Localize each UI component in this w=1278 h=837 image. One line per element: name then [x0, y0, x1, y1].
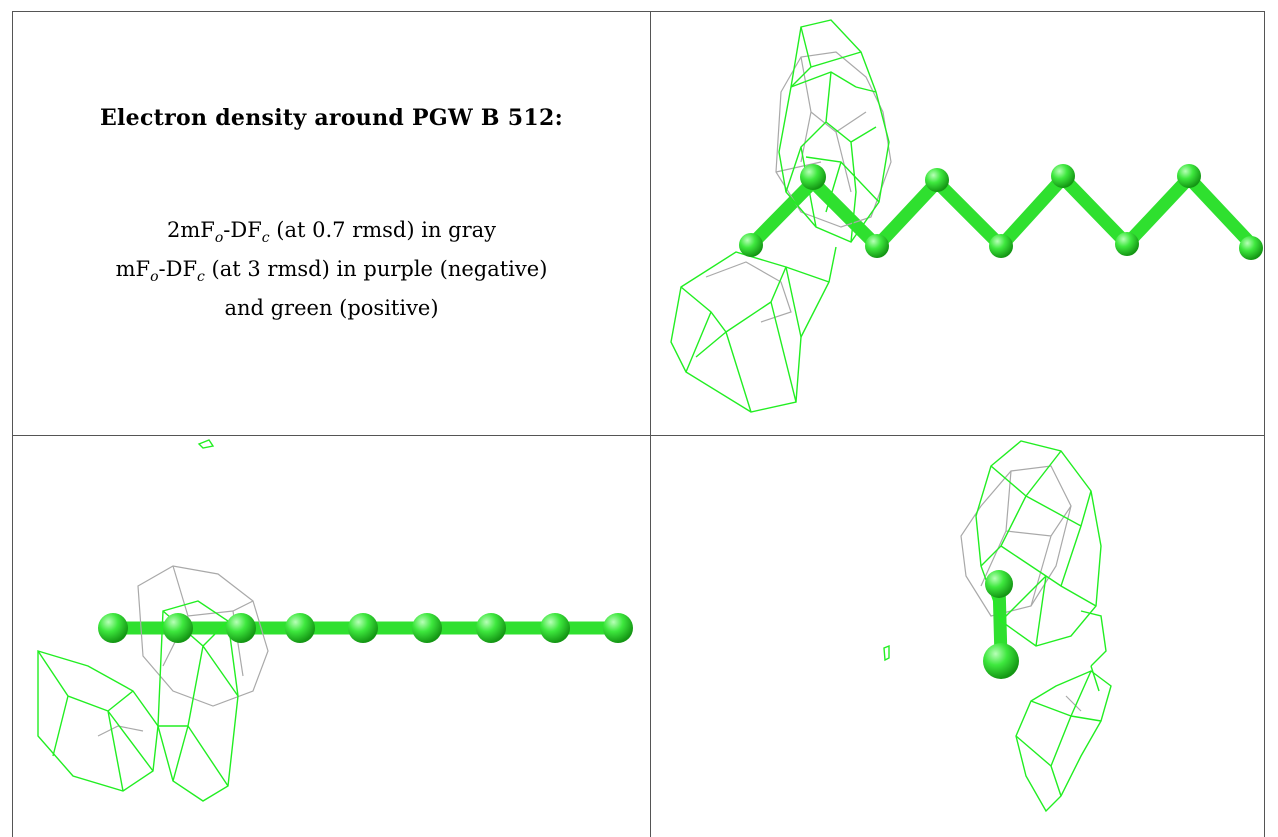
- map2-mid: -DF: [158, 257, 198, 282]
- green-positive-mesh-2: [37, 600, 239, 802]
- green-blob-tiny: [883, 644, 890, 662]
- map1-prefix: 2mF: [166, 218, 215, 242]
- caption-panel: Electron density around PGW B 512: 2mFo-…: [13, 12, 650, 435]
- legend-line-3: and green (positive): [224, 296, 439, 321]
- green-positive-mesh-upper: [778, 19, 890, 243]
- green-blob-small: [197, 439, 215, 449]
- green-positive-mesh-lower: [670, 246, 837, 413]
- grid-divider-horizontal: [12, 435, 1265, 436]
- map2-prefix: mF: [115, 257, 151, 282]
- gray-2fofc-mesh-3: [960, 465, 1082, 712]
- ligand-atoms-2: [98, 613, 633, 643]
- density-view-3: [883, 440, 1112, 813]
- figure-frame: [12, 11, 1265, 837]
- figure-title: Electron density around PGW B 512:: [99, 105, 564, 131]
- map2-suffix: (at 3 rmsd) in purple (negative): [204, 257, 548, 282]
- legend-line-2fofc: 2mFo-DFc (at 0.7 rmsd) in gray: [13, 215, 650, 254]
- grid-divider-vertical: [650, 11, 651, 837]
- gray-2fofc-mesh: [705, 51, 892, 323]
- view-panel-bottom-left: [13, 436, 650, 837]
- view-panel-bottom-right: [651, 436, 1265, 837]
- density-view-2: [37, 439, 633, 802]
- ligand-atoms-3: [983, 570, 1019, 679]
- green-positive-mesh-3: [975, 440, 1112, 813]
- legend-line-fofc: mFo-DFc (at 3 rmsd) in purple (negative): [13, 254, 650, 293]
- map-legend: 2mFo-DFc (at 0.7 rmsd) in gray mFo-DFc (…: [13, 215, 650, 324]
- map1-sub-c: c: [261, 230, 270, 247]
- view-panel-top-right: [651, 12, 1265, 435]
- map2-sub-c: c: [197, 269, 205, 286]
- map2-sub-o: o: [150, 269, 159, 286]
- ligand-atoms: [739, 164, 1263, 260]
- map1-sub-o: o: [214, 230, 224, 247]
- density-view-1: [670, 19, 1263, 413]
- map1-suffix: (at 0.7 rmsd) in gray: [269, 218, 497, 242]
- map1-mid: -DF: [223, 218, 262, 242]
- gray-2fofc-mesh-2: [97, 565, 269, 737]
